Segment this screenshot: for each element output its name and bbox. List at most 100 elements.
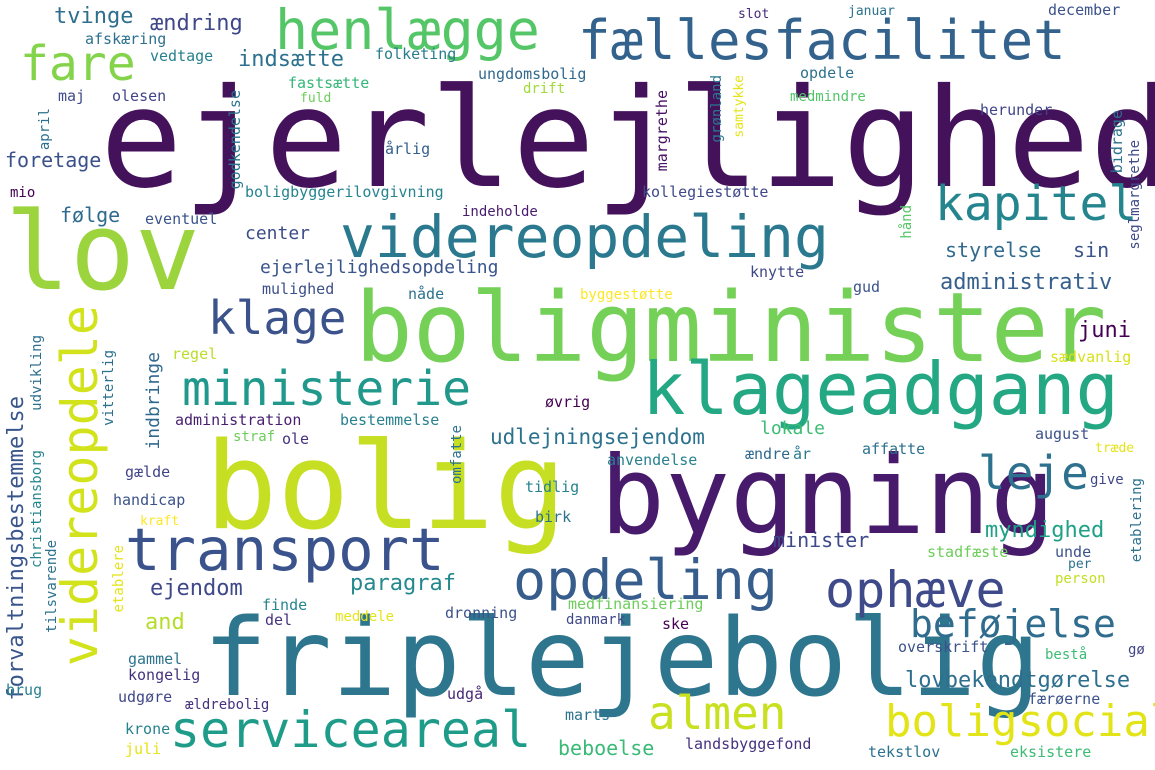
word-meddele: meddele xyxy=(335,609,395,625)
word-bestemmelse: bestemmelse xyxy=(340,411,440,429)
word-per: per xyxy=(1068,557,1092,572)
word-ophave: ophæve xyxy=(825,561,1006,619)
word-gammel: gammel xyxy=(128,650,183,668)
word-ejerlejlighed: ejerlejlighed xyxy=(100,60,1155,219)
word-styrelse: styrelse xyxy=(945,238,1042,262)
word-krone: krone xyxy=(125,720,171,738)
word-ovrig: øvrig xyxy=(545,393,591,411)
word-herunder: herunder xyxy=(980,101,1053,119)
word-opdeling: opdeling xyxy=(513,548,778,612)
word-minister: minister xyxy=(773,528,870,552)
word-myndighed: myndighed xyxy=(985,518,1105,543)
word-margrethe: margrethe xyxy=(653,90,671,172)
word-byggestotte: byggestøtte xyxy=(580,287,673,303)
word-boligbyggerilovgivning: boligbyggerilovgivning xyxy=(245,183,444,201)
word-straf: straf xyxy=(233,429,276,445)
word-august: august xyxy=(1035,425,1090,443)
word-udga: udgå xyxy=(447,685,484,703)
word-juli: juli xyxy=(125,740,162,758)
word-maj: maj xyxy=(58,87,86,105)
word-arlig: årlig xyxy=(385,140,431,158)
word-give: give xyxy=(1090,472,1124,488)
word-mulighed: mulighed xyxy=(262,280,335,298)
word-indbringe: indbringe xyxy=(143,352,164,450)
word-tilsvarende: tilsvarende xyxy=(44,540,60,633)
word-kapitel: kapitel xyxy=(935,176,1138,232)
word-unde: unde xyxy=(1055,543,1092,561)
word-udvikling: udvikling xyxy=(29,335,45,411)
word-drift: drift xyxy=(523,81,566,97)
word-nade: nåde xyxy=(408,285,445,303)
word-videreopdele: videreopdele xyxy=(51,305,109,667)
word-boligsocial: boligsocial xyxy=(885,696,1155,747)
word-dronning: dronning xyxy=(445,604,518,622)
word-ejendom: ejendom xyxy=(150,576,243,601)
word-sadvanlig: sædvanlig xyxy=(1050,348,1132,366)
word-ungdomsbolig: ungdomsbolig xyxy=(478,65,587,83)
word-medmindre: medmindre xyxy=(790,89,866,105)
word-birk: birk xyxy=(535,508,572,526)
word-bolig: bolig xyxy=(205,418,567,557)
word-trade: træde xyxy=(1095,441,1135,456)
word-afskaring: afskæring xyxy=(85,30,167,48)
word-henlagge: henlægge xyxy=(275,0,540,62)
word-galde: gælde xyxy=(125,463,171,481)
word-indeholde: indeholde xyxy=(462,204,538,220)
word-eksistere: eksistere xyxy=(1010,743,1092,761)
word-tidlig: tidlig xyxy=(525,478,580,496)
word-eventuel: eventuel xyxy=(145,210,218,228)
word-videreopdeling: videreopdeling xyxy=(340,203,829,271)
word-kraft: kraft xyxy=(140,514,180,529)
word-danmark: danmark xyxy=(566,612,626,628)
word-paragraf: paragraf xyxy=(350,571,456,596)
word-hand: hånd xyxy=(899,205,915,239)
word-omfatte: omfatte xyxy=(449,425,465,485)
word-juni: juni xyxy=(1078,318,1131,343)
word-kollegiestotte: kollegiestøtte xyxy=(642,183,769,201)
word-center: center xyxy=(245,223,311,244)
word-forvaltningsbestemmelse: forvaltningsbestemmelse xyxy=(4,396,29,701)
word-serviceareal: serviceareal xyxy=(170,701,532,759)
word-transport: transport xyxy=(125,515,445,584)
word-ar: år xyxy=(793,445,812,463)
word-indsatte: indsætte xyxy=(238,47,344,72)
word-fastsatte: fastsætte xyxy=(288,74,370,92)
word-overskrift: overskrift xyxy=(898,638,989,656)
word-vedtage: vedtage xyxy=(150,47,214,65)
word-sin: sin xyxy=(1073,238,1110,262)
word-bygning: bygning xyxy=(600,434,1056,559)
word-finde: finde xyxy=(262,596,308,614)
word-januar: januar xyxy=(848,4,895,19)
word-fare: fare xyxy=(20,36,136,92)
word-kongelig: kongelig xyxy=(128,666,201,684)
word-samtykke: samtykke xyxy=(732,75,747,138)
word-lokale: lokale xyxy=(760,418,826,439)
word-fuld: fuld xyxy=(300,91,332,106)
word-ministerie: ministerie xyxy=(182,361,471,417)
word-boligminister: boligminister xyxy=(355,272,1107,384)
word-klageadgang: klageadgang xyxy=(642,347,1119,431)
word-brug: brug xyxy=(6,681,43,699)
word-ske: ske xyxy=(662,615,690,633)
word-person: person xyxy=(1055,571,1106,587)
word-marts: marts xyxy=(565,706,611,724)
word-olesen: olesen xyxy=(112,87,167,105)
word-gud: gud xyxy=(853,278,881,296)
word-april: april xyxy=(37,108,53,151)
word-medfinansiering: medfinansiering xyxy=(568,595,704,613)
word-opdele: opdele xyxy=(800,64,855,82)
word-affatte: affatte xyxy=(862,440,926,458)
word-administrativ: administrativ xyxy=(940,270,1113,295)
word-udgore: udgøre xyxy=(118,688,173,706)
word-foretage: foretage xyxy=(5,148,102,172)
word-andring: ændring xyxy=(150,11,243,36)
word-leje: leje xyxy=(978,446,1089,500)
word-ejerlejlighedsopdeling: ejerlejlighedsopdeling xyxy=(260,257,499,278)
word-etablering: etablering xyxy=(1129,478,1145,563)
word-anvendelse: anvendelse xyxy=(607,451,698,469)
word-christiansborg: christiansborg xyxy=(29,450,45,569)
word-friplejebolig: friplejebolig xyxy=(203,597,1041,721)
word-befojelse: beføjelse xyxy=(910,602,1116,646)
word-bidrage: bidrage xyxy=(1108,110,1126,174)
